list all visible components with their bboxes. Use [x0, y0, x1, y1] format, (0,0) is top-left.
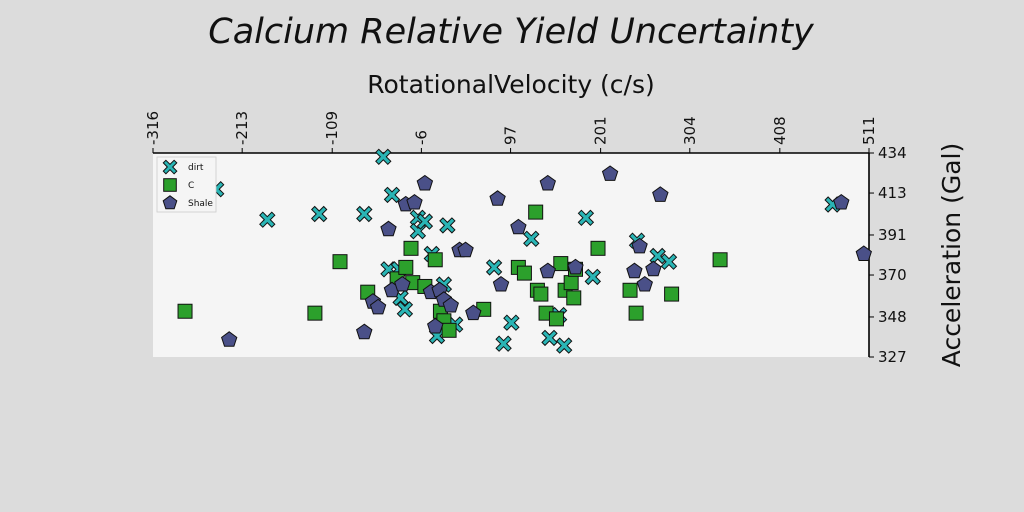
- x-tick-label: -213: [233, 111, 251, 145]
- x-tick-label: -316: [144, 111, 162, 145]
- x-tick-label: 304: [681, 116, 699, 145]
- x-tick-label: -109: [323, 111, 341, 145]
- data-point-c: [178, 304, 192, 318]
- data-point-c: [428, 253, 442, 267]
- chart-title: Calcium Relative Yield Uncertainty: [208, 12, 815, 52]
- data-point-c: [517, 266, 531, 280]
- y-tick-label: 391: [878, 226, 907, 244]
- x-tick-label: 97: [502, 126, 520, 145]
- data-point-c: [713, 253, 727, 267]
- y-tick-label: 370: [878, 266, 907, 284]
- legend-marker-c: [164, 179, 177, 192]
- data-point-c: [549, 312, 563, 326]
- y-tick-label: 327: [878, 348, 907, 366]
- y-axis-label: Acceleration (Gal): [937, 143, 966, 367]
- y-tick-label: 413: [878, 184, 907, 202]
- data-point-c: [564, 276, 578, 290]
- data-point-c: [399, 260, 413, 274]
- y-tick-label: 434: [878, 144, 907, 162]
- legend-label-dirt: dirt: [188, 163, 204, 173]
- x-tick-label: 408: [771, 116, 789, 145]
- data-point-c: [333, 255, 347, 269]
- data-point-c: [442, 323, 456, 337]
- data-point-c: [665, 287, 679, 301]
- y-tick-label: 348: [878, 308, 907, 326]
- x-tick-label: 201: [592, 116, 610, 145]
- legend: dirt C Shale: [157, 157, 216, 212]
- data-point-c: [567, 291, 581, 305]
- legend-label-c: C: [188, 181, 194, 191]
- x-axis-label: RotationalVelocity (c/s): [367, 70, 655, 99]
- data-point-c: [623, 283, 637, 297]
- data-point-c: [591, 241, 605, 255]
- x-tick-label: 511: [860, 116, 878, 145]
- data-point-c: [529, 205, 543, 219]
- legend-label-shale: Shale: [188, 199, 213, 209]
- data-point-c: [534, 287, 548, 301]
- data-point-c: [404, 241, 418, 255]
- data-point-c: [308, 306, 322, 320]
- x-tick-label: -6: [412, 130, 430, 145]
- data-point-c: [629, 306, 643, 320]
